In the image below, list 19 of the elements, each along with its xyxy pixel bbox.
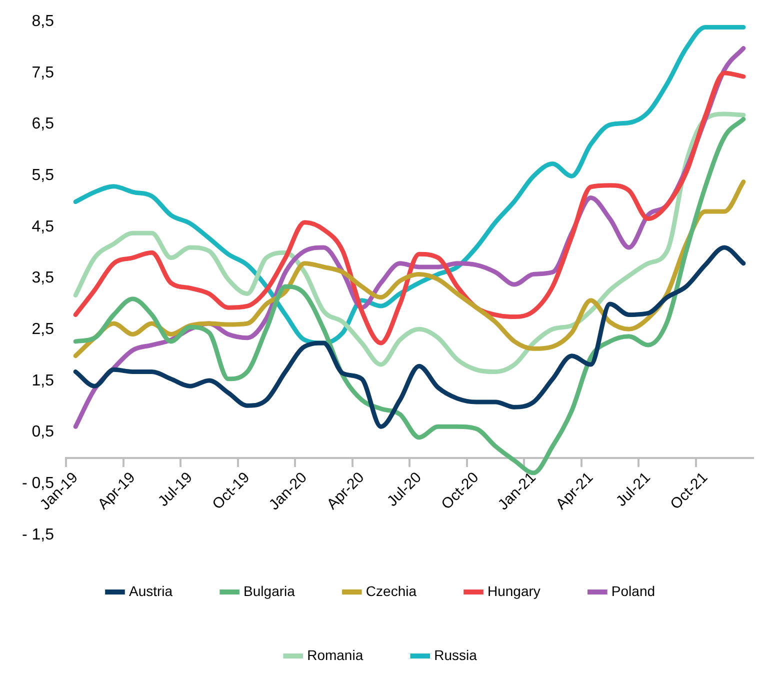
legend-label: Czechia [366,582,417,599]
y-tick-label: 4,5 [32,218,54,236]
y-tick-label: 0,5 [32,424,54,441]
line-series [73,112,746,374]
legend-label: Romania [307,646,364,663]
y-tick-label: 3,5 [32,270,54,287]
y-tick-label: 1,5 [32,372,54,390]
y-tick-label: 7,5 [32,64,54,82]
legend-label: Hungary [488,582,540,599]
line-series [73,245,746,429]
legend-label: Austria [128,582,173,599]
y-tick-label: 2,5 [32,321,54,338]
y-tick-label: 6,5 [32,116,54,133]
legend-label: Russia [434,646,478,663]
y-tick-label: 8,5 [32,13,54,30]
legend-label: Bulgaria [244,582,296,599]
y-tick-label: 5,5 [32,167,54,184]
legend-label: Poland [611,582,656,599]
y-tick-label: - 1,5 [22,526,54,544]
